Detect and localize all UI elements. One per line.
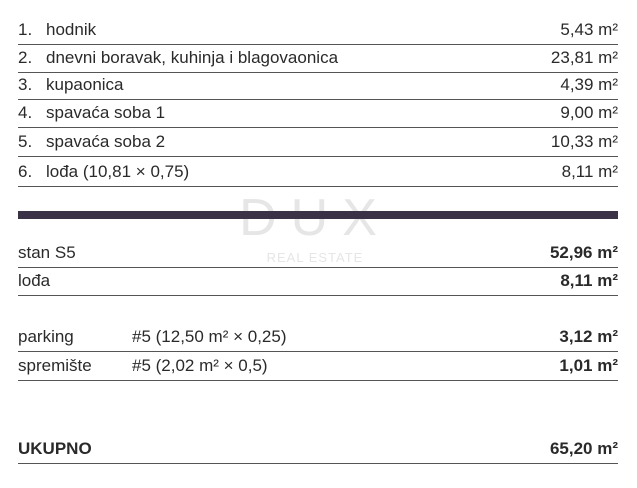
- extra-area: 1,01 m²: [559, 356, 618, 375]
- table-row: 6. lođa (10,81 × 0,75) 8,11 m²: [18, 158, 618, 187]
- row-number: 5.: [18, 132, 33, 151]
- room-area: 23,81 m²: [550, 48, 618, 67]
- table-row: parking #5 (12,50 m² × 0,25) 3,12 m²: [18, 323, 618, 352]
- extra-detail: #5 (2,02 m² × 0,5): [132, 356, 268, 375]
- room-area: 5,43 m²: [560, 20, 618, 39]
- watermark-subtitle: REAL ESTATE: [266, 250, 364, 265]
- row-number: 6.: [18, 162, 33, 181]
- row-number: 3.: [18, 75, 33, 94]
- room-area: 4,39 m²: [560, 75, 618, 94]
- table-row: 1. hodnik 5,43 m²: [18, 16, 618, 45]
- room-name: dnevni boravak, kuhinja i blagovaonica: [46, 48, 339, 67]
- table-row: 3. kupaonica 4,39 m²: [18, 71, 618, 100]
- room-area: 9,00 m²: [560, 103, 618, 122]
- row-number: 1.: [18, 20, 33, 39]
- summary-area: 52,96 m²: [549, 243, 618, 262]
- extra-detail: #5 (12,50 m² × 0,25): [132, 327, 287, 346]
- room-area: 10,33 m²: [550, 132, 618, 151]
- table-row: stan S5 52,96 m²: [18, 239, 618, 268]
- extra-label: spremište: [18, 356, 92, 375]
- summary-area: 8,11 m²: [560, 271, 618, 290]
- table-row: 5. spavaća soba 2 10,33 m²: [18, 128, 618, 157]
- summary-label: stan S5: [18, 243, 76, 262]
- row-number: 2.: [18, 48, 33, 67]
- total-area: 65,20 m²: [549, 439, 618, 458]
- extra-area: 3,12 m²: [559, 327, 618, 346]
- table-row: spremište #5 (2,02 m² × 0,5) 1,01 m²: [18, 352, 618, 381]
- total-label: UKUPNO: [18, 439, 92, 458]
- table-row: UKUPNO 65,20 m²: [18, 435, 618, 464]
- room-area: 8,11 m²: [561, 162, 618, 181]
- divider-bar: [18, 211, 618, 219]
- table-row: lođa 8,11 m²: [18, 267, 618, 296]
- table-row: 4. spavaća soba 1 9,00 m²: [18, 99, 618, 128]
- room-name: spavaća soba 2: [46, 132, 166, 151]
- room-name: spavaća soba 1: [46, 103, 166, 122]
- row-number: 4.: [18, 103, 33, 122]
- room-name: hodnik: [46, 20, 97, 39]
- room-name: kupaonica: [46, 75, 124, 94]
- summary-label: lođa: [18, 271, 51, 290]
- room-name: lođa (10,81 × 0,75): [46, 162, 190, 181]
- extra-label: parking: [18, 327, 74, 346]
- table-row: 2. dnevni boravak, kuhinja i blagovaonica…: [18, 44, 618, 73]
